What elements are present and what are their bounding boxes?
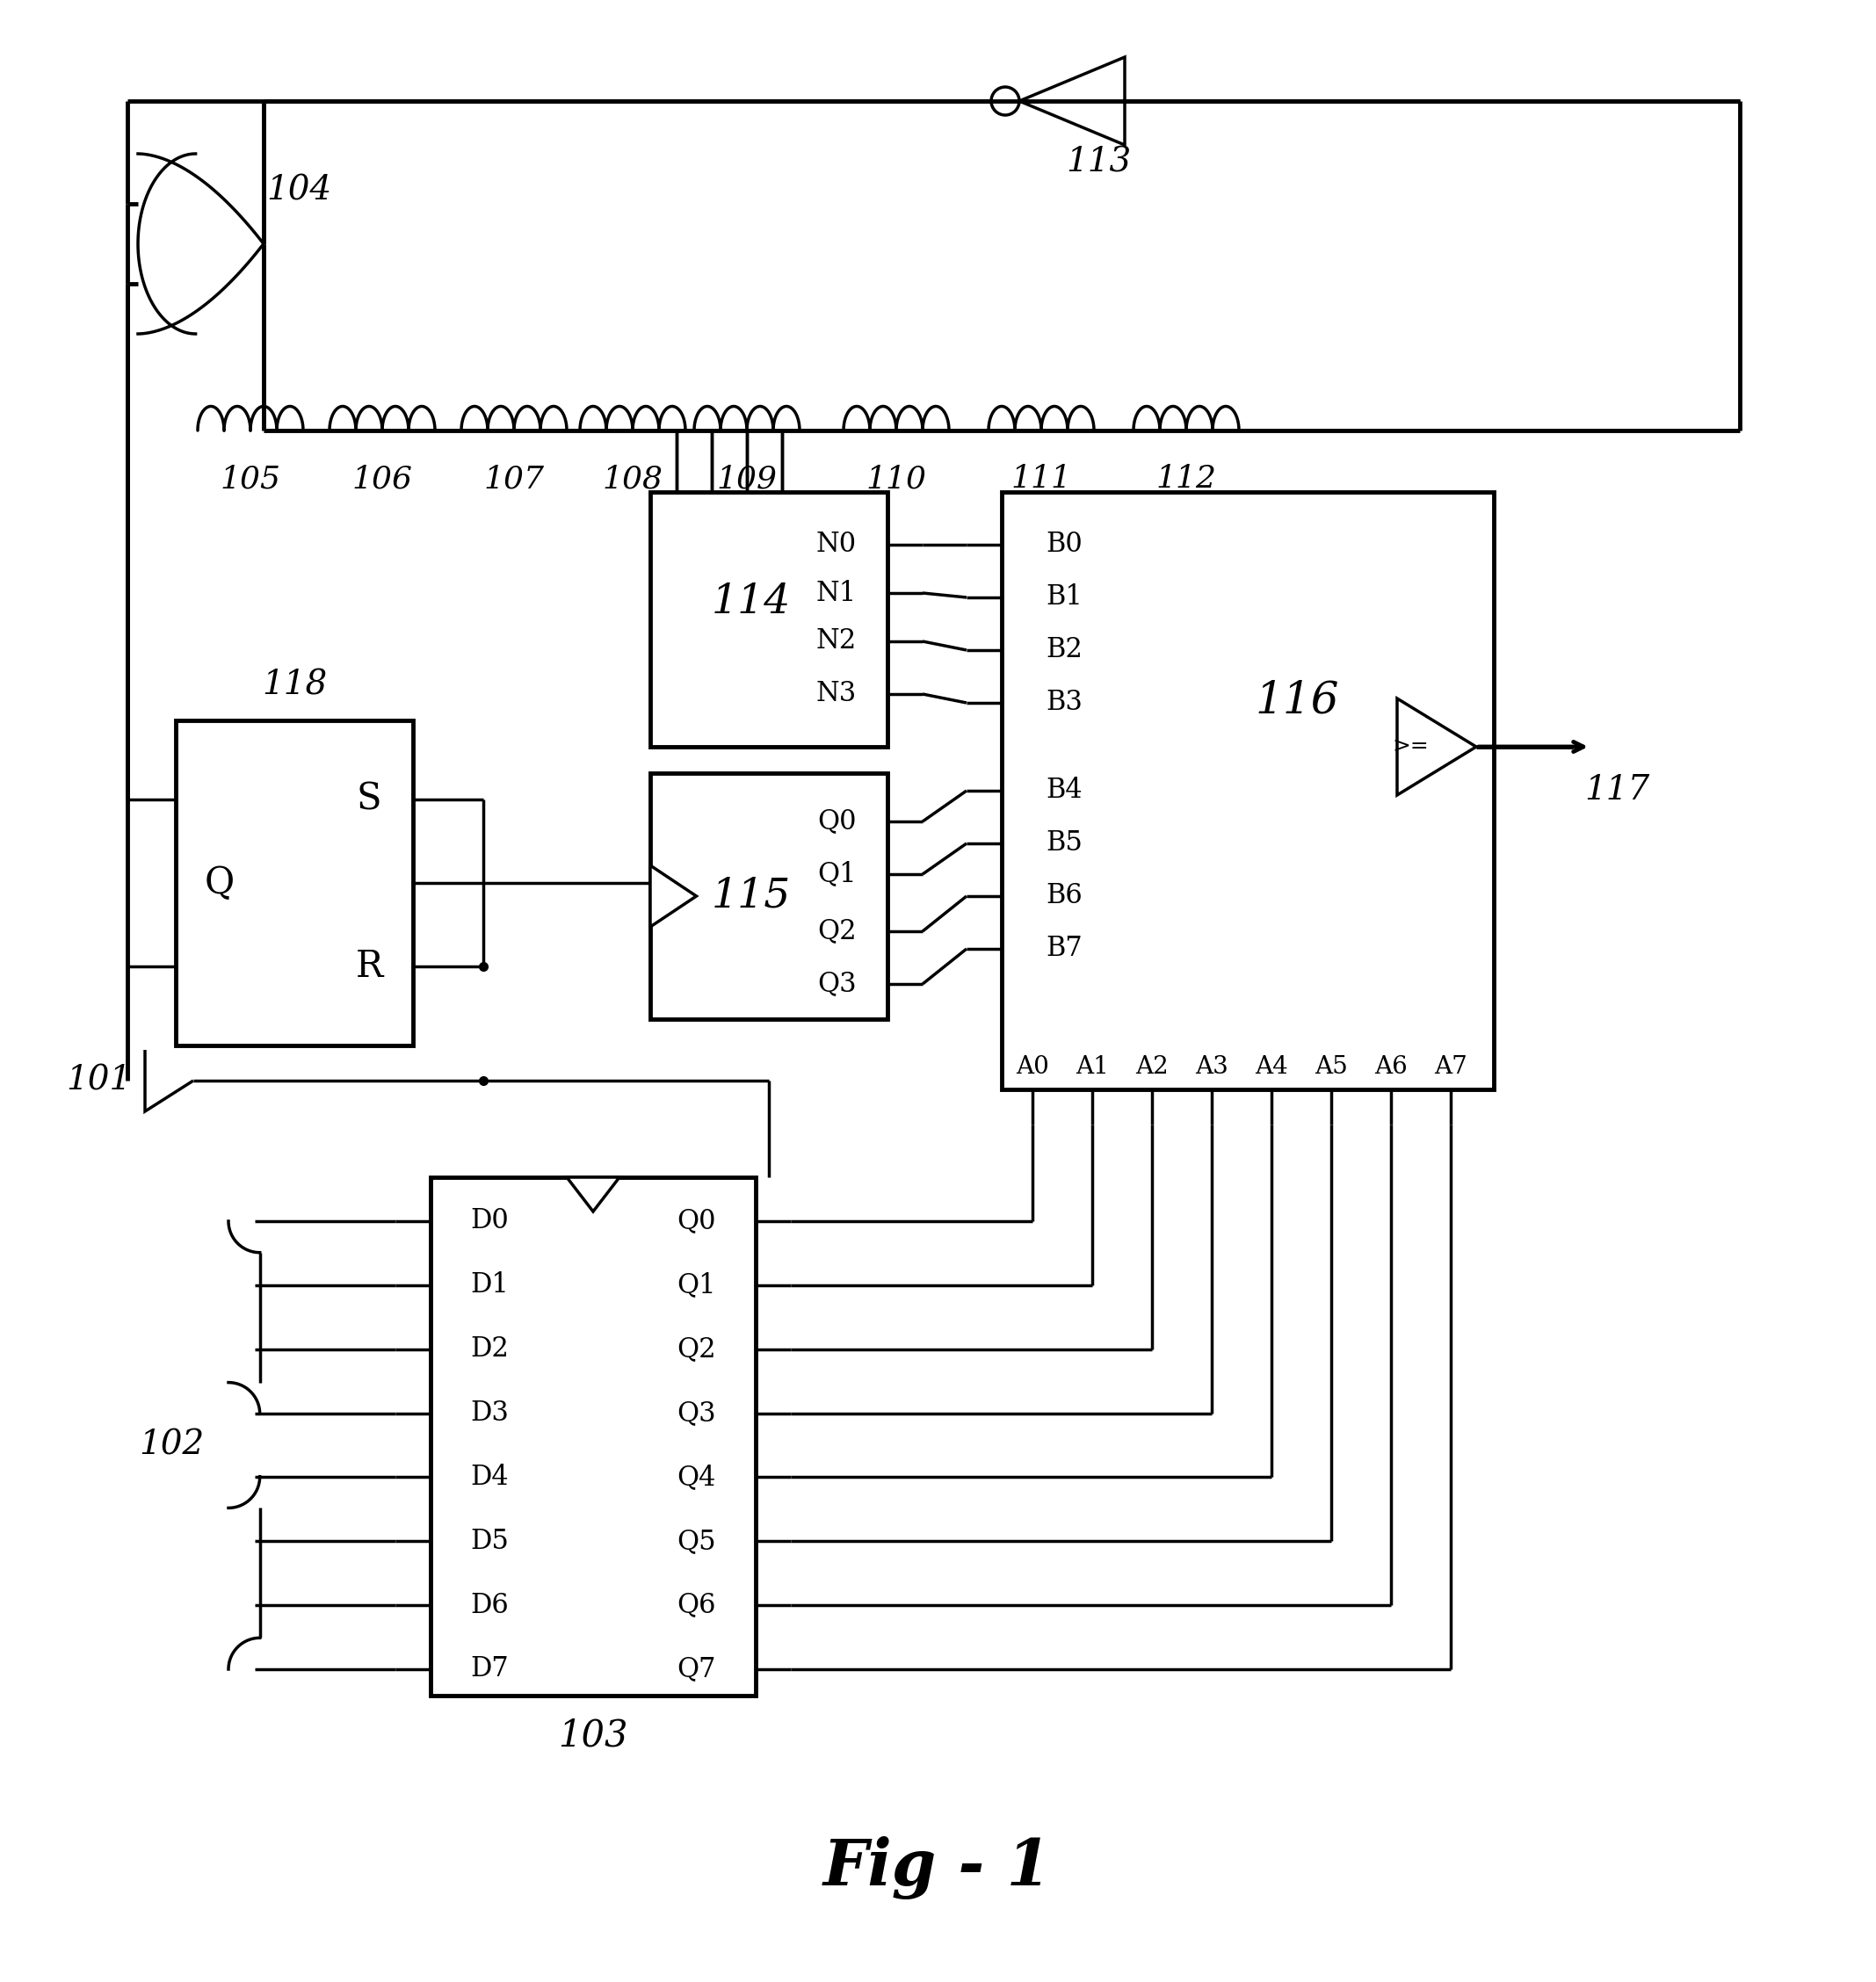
Text: D2: D2 — [471, 1336, 508, 1364]
Text: A2: A2 — [1135, 1056, 1169, 1080]
Text: 105: 105 — [219, 464, 281, 494]
Text: 108: 108 — [602, 464, 662, 494]
Bar — [651, 492, 887, 747]
Text: B7: B7 — [1045, 936, 1082, 963]
Text: B5: B5 — [1045, 830, 1082, 856]
Text: 110: 110 — [867, 464, 927, 494]
Text: A3: A3 — [1195, 1056, 1229, 1080]
Text: Q: Q — [204, 864, 234, 902]
Text: 107: 107 — [484, 464, 544, 494]
Text: 101: 101 — [66, 1064, 131, 1096]
Text: A4: A4 — [1255, 1056, 1289, 1080]
Text: D0: D0 — [471, 1207, 508, 1235]
Text: 112: 112 — [1156, 464, 1216, 494]
Text: Q7: Q7 — [677, 1655, 717, 1683]
Text: D4: D4 — [471, 1463, 508, 1490]
Text: 114: 114 — [711, 583, 792, 622]
Text: Q5: Q5 — [677, 1528, 717, 1554]
Text: Fig - 1: Fig - 1 — [824, 1835, 1052, 1899]
Text: D6: D6 — [471, 1592, 508, 1619]
Text: D1: D1 — [471, 1272, 508, 1298]
Text: 102: 102 — [139, 1429, 204, 1461]
Text: 104: 104 — [266, 174, 332, 208]
Text: Q2: Q2 — [677, 1336, 717, 1364]
Bar — [1002, 492, 1493, 1090]
Text: Q3: Q3 — [818, 971, 857, 997]
Text: R: R — [355, 947, 383, 985]
Text: Q0: Q0 — [677, 1207, 717, 1235]
Text: Q2: Q2 — [818, 918, 857, 945]
Text: 118: 118 — [263, 670, 326, 702]
Text: 106: 106 — [353, 464, 413, 494]
Text: Q3: Q3 — [677, 1399, 717, 1427]
Polygon shape — [651, 866, 696, 928]
Text: A0: A0 — [1015, 1056, 1049, 1080]
Text: A5: A5 — [1315, 1056, 1347, 1080]
Text: B6: B6 — [1045, 882, 1082, 910]
Bar — [431, 1177, 756, 1695]
Polygon shape — [1019, 57, 1126, 145]
Text: >=: >= — [1392, 737, 1430, 757]
Text: Q0: Q0 — [818, 809, 857, 834]
Text: Q1: Q1 — [818, 860, 857, 888]
Text: A1: A1 — [1075, 1056, 1109, 1080]
Text: N0: N0 — [816, 531, 857, 559]
Text: 103: 103 — [559, 1716, 628, 1754]
Bar — [651, 773, 887, 1019]
Text: B0: B0 — [1045, 531, 1082, 559]
Text: D5: D5 — [471, 1528, 508, 1554]
Text: D3: D3 — [471, 1399, 508, 1427]
Text: 117: 117 — [1583, 775, 1649, 807]
Text: A6: A6 — [1375, 1056, 1407, 1080]
Text: Q6: Q6 — [677, 1592, 717, 1619]
Text: N3: N3 — [816, 680, 857, 708]
Text: B2: B2 — [1045, 636, 1082, 664]
Text: 116: 116 — [1255, 680, 1339, 723]
Text: D7: D7 — [471, 1655, 508, 1683]
Text: 113: 113 — [1066, 147, 1131, 178]
Text: 111: 111 — [1011, 464, 1071, 494]
Text: B1: B1 — [1045, 585, 1082, 610]
Text: B3: B3 — [1045, 690, 1082, 716]
Text: B4: B4 — [1045, 777, 1082, 805]
Text: Q4: Q4 — [677, 1463, 717, 1490]
Text: Q1: Q1 — [677, 1272, 717, 1298]
Text: N1: N1 — [816, 579, 857, 606]
Bar — [176, 719, 413, 1045]
Text: N2: N2 — [816, 628, 857, 654]
Text: 109: 109 — [717, 464, 777, 494]
Polygon shape — [567, 1177, 619, 1211]
Text: S: S — [356, 781, 381, 819]
Text: 115: 115 — [711, 876, 792, 916]
Text: A7: A7 — [1433, 1056, 1467, 1080]
Polygon shape — [1398, 698, 1476, 795]
